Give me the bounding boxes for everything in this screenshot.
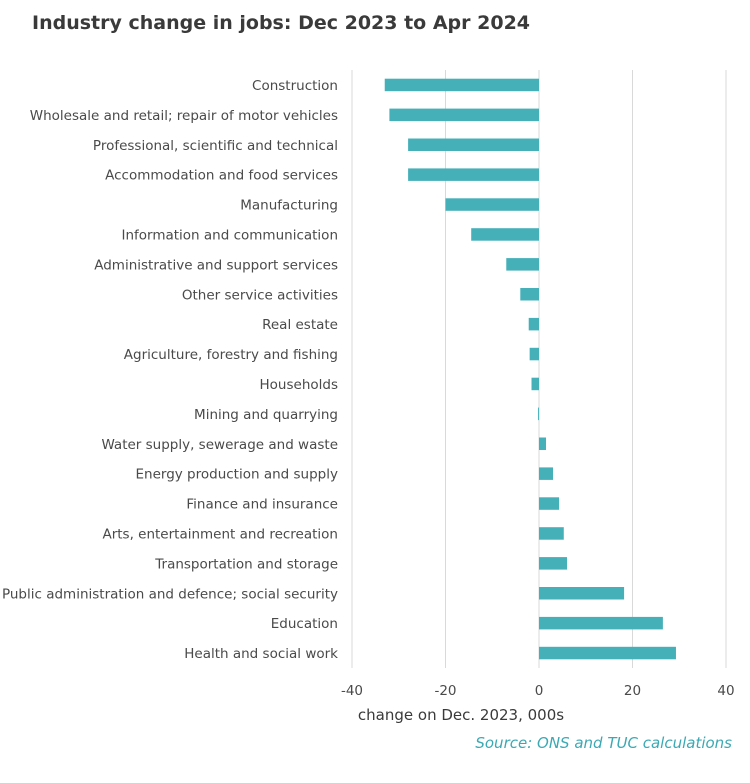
x-tick-label: 40 <box>717 683 734 699</box>
x-tick-labels: -40 -20 0 20 40 <box>341 683 735 699</box>
category-label: Public administration and defence; socia… <box>2 586 338 602</box>
bar <box>539 587 625 600</box>
category-labels: Construction Wholesale and retail; repair… <box>2 78 338 662</box>
bar <box>529 347 539 361</box>
gridlines <box>351 70 727 668</box>
bar <box>531 377 539 391</box>
category-label: Health and social work <box>184 646 338 662</box>
chart-title: Industry change in jobs: Dec 2023 to Apr… <box>32 12 531 34</box>
category-label: Agriculture, forestry and fishing <box>124 347 338 363</box>
category-label: Manufacturing <box>240 198 338 214</box>
source-note: Source: ONS and TUC calculations <box>475 734 732 752</box>
bar <box>538 407 540 421</box>
category-label: Mining and quarrying <box>194 407 338 423</box>
category-label: Professional, scientific and technical <box>93 138 338 154</box>
category-label: Energy production and supply <box>136 467 339 483</box>
category-label: Water supply, sewerage and waste <box>101 437 338 453</box>
category-label: Households <box>260 377 338 393</box>
x-tick-label: -20 <box>434 683 456 699</box>
bar <box>445 198 539 211</box>
bar <box>539 437 547 450</box>
category-label: Education <box>271 616 338 632</box>
category-label: Arts, entertainment and recreation <box>102 526 338 542</box>
bar <box>520 288 539 301</box>
category-label: Wholesale and retail; repair of motor ve… <box>30 108 338 124</box>
category-label: Information and communication <box>121 227 338 243</box>
category-label: Administrative and support services <box>94 257 338 273</box>
bar <box>384 78 539 92</box>
category-label: Transportation and storage <box>154 556 338 572</box>
bar <box>539 467 554 480</box>
x-tick-label: 20 <box>624 683 641 699</box>
bar <box>408 168 539 181</box>
bar <box>539 616 663 630</box>
category-label: Real estate <box>262 317 338 333</box>
category-label: Finance and insurance <box>186 497 338 513</box>
bar <box>471 228 539 241</box>
bar <box>408 138 539 151</box>
category-label: Accommodation and food services <box>105 168 338 184</box>
category-label: Construction <box>252 78 338 94</box>
category-label: Other service activities <box>182 287 338 303</box>
x-tick-label: 0 <box>535 683 544 699</box>
bar <box>539 557 568 570</box>
bar <box>389 108 539 122</box>
bar <box>506 258 539 271</box>
bar <box>539 646 676 660</box>
bar <box>539 527 564 540</box>
bar <box>539 497 560 510</box>
bars <box>384 78 676 660</box>
bar <box>528 317 539 331</box>
x-axis-title: change on Dec. 2023, 000s <box>358 706 564 724</box>
x-tick-label: -40 <box>341 683 363 699</box>
